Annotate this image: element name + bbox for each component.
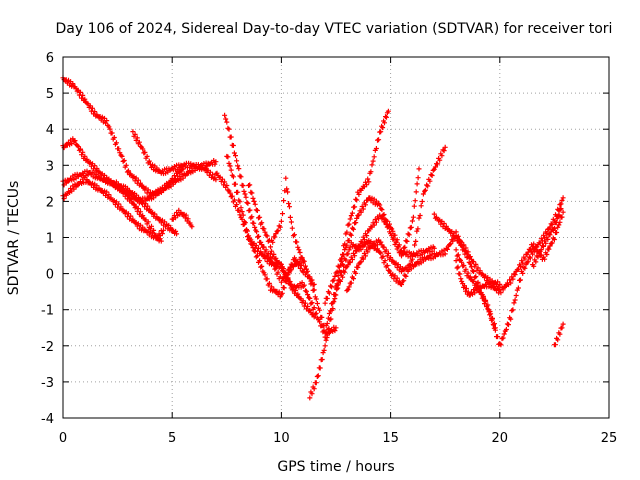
series-marks	[333, 212, 437, 291]
series-track-11	[246, 175, 306, 266]
x-axis-label: GPS time / hours	[277, 459, 394, 475]
y-axis-label: SDTVAR / TECUs	[6, 181, 22, 296]
series-marks	[453, 258, 498, 331]
series-track-19	[453, 258, 498, 331]
y-tick-label: 3	[46, 159, 54, 174]
y-tick-label: 4	[46, 123, 54, 138]
series-track-20	[530, 206, 564, 269]
x-tick-label: 20	[492, 431, 509, 446]
y-tick-label: 6	[46, 51, 54, 66]
x-tick-label: 0	[59, 431, 67, 446]
data-marks	[60, 75, 566, 401]
series-track-5	[104, 166, 186, 206]
series-track-7	[169, 207, 195, 230]
series-marks	[551, 321, 566, 348]
y-tick-label: 0	[46, 268, 54, 283]
series-marks	[224, 153, 317, 300]
y-tick-label: 2	[46, 195, 54, 210]
grid	[63, 57, 609, 418]
series-marks	[268, 248, 317, 320]
series-track-12	[268, 248, 317, 320]
x-tick-label: 15	[382, 431, 399, 446]
y-tick-labels: -4 -3 -2 -1 0 1 2 3 4 5 6	[41, 51, 54, 427]
y-tick-label: -2	[41, 340, 54, 355]
y-tick-label: 5	[46, 87, 54, 102]
series-marks	[453, 209, 566, 296]
x-tick-label: 10	[273, 431, 290, 446]
series-track-18	[453, 209, 566, 296]
series-marks	[104, 166, 186, 206]
series-marks	[246, 175, 306, 266]
x-tick-labels: 0 5 10 15 20 25	[59, 431, 617, 446]
plot-frame	[62, 56, 610, 419]
series-track-6	[130, 129, 219, 183]
x-tick-label: 5	[168, 431, 176, 446]
y-tick-label: 1	[46, 232, 54, 247]
y-tick-label: -4	[41, 412, 54, 427]
y-tick-label: -3	[41, 376, 54, 391]
series-track-15	[333, 212, 437, 291]
series-marks	[169, 207, 195, 230]
series-track-10	[224, 153, 317, 300]
series-marks	[530, 206, 564, 269]
x-tick-label: 25	[601, 431, 618, 446]
series-marks	[130, 129, 219, 183]
chart-title: Day 106 of 2024, Sidereal Day-to-day VTE…	[56, 21, 613, 37]
y-tick-label: -1	[41, 304, 54, 319]
series-track-21	[551, 321, 566, 348]
